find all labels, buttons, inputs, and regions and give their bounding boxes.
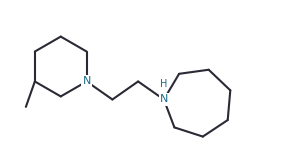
Text: N: N <box>160 94 168 105</box>
Text: N: N <box>82 77 91 86</box>
Text: H: H <box>160 79 168 89</box>
